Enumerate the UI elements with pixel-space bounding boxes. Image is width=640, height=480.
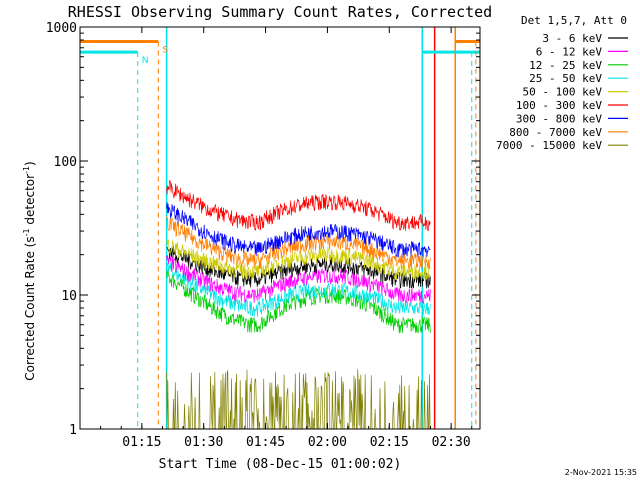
series-line-6 xyxy=(166,202,431,258)
legend-label-4: 50 - 100 keV xyxy=(523,86,603,99)
x-tick-label-5: 02:30 xyxy=(432,435,471,450)
y-tick-label-2: 100 xyxy=(54,155,77,170)
y-tick-label-1: 10 xyxy=(61,289,77,304)
series-line-3 xyxy=(166,262,431,317)
series-line-5 xyxy=(166,180,431,232)
chart-title: RHESSI Observing Summary Count Rates, Co… xyxy=(68,3,492,21)
legend-label-2: 12 - 25 keV xyxy=(529,59,602,72)
legend-label-5: 100 - 300 keV xyxy=(516,99,602,112)
x-axis-label: Start Time (08-Dec-15 01:00:02) xyxy=(159,457,402,472)
footer-date: 2-Nov-2021 15:35 xyxy=(565,468,637,477)
x-tick-label-3: 02:00 xyxy=(308,435,347,450)
y-axis-label: Corrected Count Rate (s-1 detector-1) xyxy=(22,161,37,380)
series-line-8 xyxy=(166,369,431,430)
legend-label-8: 7000 - 15000 keV xyxy=(496,139,602,152)
flag-label-1: S xyxy=(162,45,168,55)
legend-label-1: 6 - 12 keV xyxy=(536,45,603,58)
x-tick-label-0: 01:15 xyxy=(122,435,161,450)
series-line-1 xyxy=(166,255,431,304)
series-line-0 xyxy=(166,245,431,289)
y-tick-label-0: 1 xyxy=(69,423,77,438)
y-tick-label-3: 1000 xyxy=(46,21,77,36)
legend-label-3: 25 - 50 keV xyxy=(529,72,602,85)
flag-label-0: N xyxy=(142,56,149,66)
plot-frame xyxy=(79,26,481,430)
legend-label-0: 3 - 6 keV xyxy=(542,32,602,45)
legend-header: Det 1,5,7, Att 0 xyxy=(521,14,627,27)
legend-label-6: 300 - 800 keV xyxy=(516,112,602,125)
x-tick-label-1: 01:30 xyxy=(184,435,223,450)
x-tick-label-2: 01:45 xyxy=(246,435,285,450)
series-line-7 xyxy=(166,215,431,270)
x-tick-label-4: 02:15 xyxy=(370,435,409,450)
series-line-4 xyxy=(166,239,431,281)
legend-label-7: 800 - 7000 keV xyxy=(509,126,602,139)
